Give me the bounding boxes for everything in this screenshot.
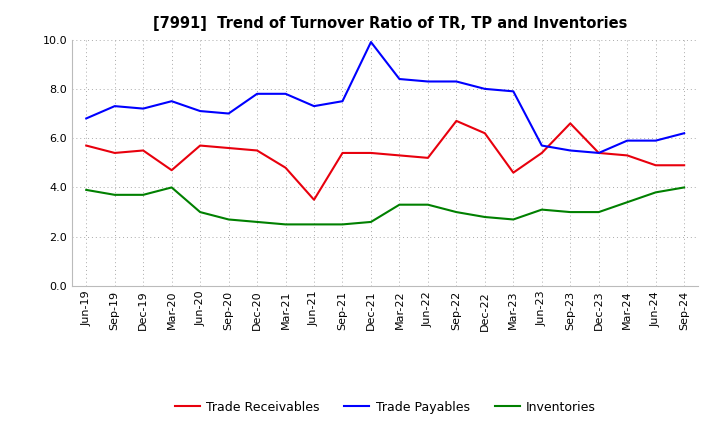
Inventories bbox=[595, 209, 603, 215]
Inventories bbox=[167, 185, 176, 190]
Inventories bbox=[366, 219, 375, 224]
Inventories bbox=[652, 190, 660, 195]
Trade Receivables bbox=[139, 148, 148, 153]
Text: [7991]  Trend of Turnover Ratio of TR, TP and Inventories: [7991] Trend of Turnover Ratio of TR, TP… bbox=[153, 16, 628, 32]
Trade Payables bbox=[225, 111, 233, 116]
Trade Receivables bbox=[196, 143, 204, 148]
Inventories bbox=[139, 192, 148, 198]
Trade Receivables bbox=[395, 153, 404, 158]
Trade Payables bbox=[82, 116, 91, 121]
Legend: Trade Receivables, Trade Payables, Inventories: Trade Receivables, Trade Payables, Inven… bbox=[170, 396, 600, 419]
Trade Payables bbox=[110, 103, 119, 109]
Trade Receivables bbox=[253, 148, 261, 153]
Trade Receivables bbox=[452, 118, 461, 124]
Inventories bbox=[566, 209, 575, 215]
Inventories bbox=[537, 207, 546, 212]
Trade Payables bbox=[282, 91, 290, 96]
Trade Payables bbox=[537, 143, 546, 148]
Inventories bbox=[253, 219, 261, 224]
Trade Payables bbox=[395, 77, 404, 82]
Inventories bbox=[225, 217, 233, 222]
Trade Receivables bbox=[623, 153, 631, 158]
Inventories bbox=[452, 209, 461, 215]
Inventories bbox=[395, 202, 404, 207]
Trade Receivables bbox=[680, 163, 688, 168]
Trade Receivables bbox=[282, 165, 290, 170]
Trade Payables bbox=[680, 131, 688, 136]
Trade Receivables bbox=[480, 131, 489, 136]
Trade Receivables bbox=[537, 150, 546, 156]
Trade Receivables bbox=[652, 163, 660, 168]
Trade Payables bbox=[338, 99, 347, 104]
Trade Payables bbox=[423, 79, 432, 84]
Trade Receivables bbox=[509, 170, 518, 175]
Trade Payables bbox=[566, 148, 575, 153]
Inventories bbox=[509, 217, 518, 222]
Inventories bbox=[423, 202, 432, 207]
Trade Payables bbox=[253, 91, 261, 96]
Trade Receivables bbox=[595, 150, 603, 156]
Trade Payables bbox=[139, 106, 148, 111]
Line: Trade Payables: Trade Payables bbox=[86, 42, 684, 153]
Trade Payables bbox=[452, 79, 461, 84]
Trade Receivables bbox=[423, 155, 432, 161]
Inventories bbox=[680, 185, 688, 190]
Trade Payables bbox=[310, 103, 318, 109]
Trade Payables bbox=[623, 138, 631, 143]
Inventories bbox=[480, 214, 489, 220]
Trade Payables bbox=[652, 138, 660, 143]
Trade Payables bbox=[595, 150, 603, 156]
Inventories bbox=[110, 192, 119, 198]
Trade Receivables bbox=[110, 150, 119, 156]
Trade Payables bbox=[480, 86, 489, 92]
Trade Payables bbox=[167, 99, 176, 104]
Inventories bbox=[196, 209, 204, 215]
Trade Payables bbox=[509, 89, 518, 94]
Trade Receivables bbox=[225, 145, 233, 150]
Trade Payables bbox=[196, 108, 204, 114]
Line: Inventories: Inventories bbox=[86, 187, 684, 224]
Line: Trade Receivables: Trade Receivables bbox=[86, 121, 684, 200]
Trade Receivables bbox=[338, 150, 347, 156]
Inventories bbox=[338, 222, 347, 227]
Trade Receivables bbox=[566, 121, 575, 126]
Inventories bbox=[82, 187, 91, 193]
Inventories bbox=[282, 222, 290, 227]
Trade Receivables bbox=[167, 168, 176, 173]
Inventories bbox=[623, 200, 631, 205]
Trade Receivables bbox=[310, 197, 318, 202]
Trade Receivables bbox=[82, 143, 91, 148]
Trade Receivables bbox=[366, 150, 375, 156]
Trade Payables bbox=[366, 40, 375, 45]
Inventories bbox=[310, 222, 318, 227]
